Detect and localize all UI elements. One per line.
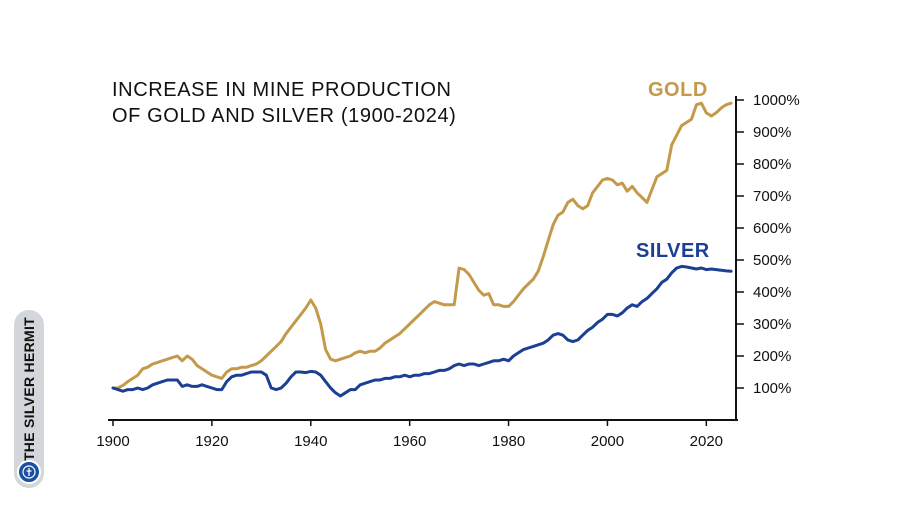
y-tick-label: 200% [753,348,791,365]
hermit-logo-icon [17,460,41,484]
y-tick-label: 1000% [753,92,800,109]
series-line-gold [111,101,733,390]
brand-badge: THE SILVER HERMIT [14,310,44,488]
y-tick-label: 400% [753,284,791,301]
y-tick-label: 500% [753,252,791,269]
x-tick-label: 2020 [690,433,723,450]
x-tick-label: 1940 [294,433,327,450]
y-tick-label: 900% [753,124,791,141]
x-tick-label: 1900 [96,433,129,450]
x-tick-label: 1920 [195,433,228,450]
y-tick-label: 700% [753,188,791,205]
brand-name: THE SILVER HERMIT [21,316,37,462]
axes: 1900 1920 1940 1960 1980 2000 2020 100% 200% 300%… [96,92,799,450]
y-tick-label: 300% [753,316,791,333]
x-tick-label: 1960 [393,433,426,450]
series-label-silver: SILVER [636,240,710,262]
series-label-gold: GOLD [648,79,708,101]
series-line-silver [111,264,733,398]
y-tick-label: 800% [753,156,791,173]
series-layer [111,101,733,398]
y-tick-label: 100% [753,380,791,397]
x-tick-label: 2000 [591,433,624,450]
chart-title-line-1: INCREASE IN MINE PRODUCTION [112,79,452,101]
y-tick-label: 600% [753,220,791,237]
x-tick-label: 1980 [492,433,525,450]
chart-title-line-2: OF GOLD AND SILVER (1900-2024) [112,105,456,127]
